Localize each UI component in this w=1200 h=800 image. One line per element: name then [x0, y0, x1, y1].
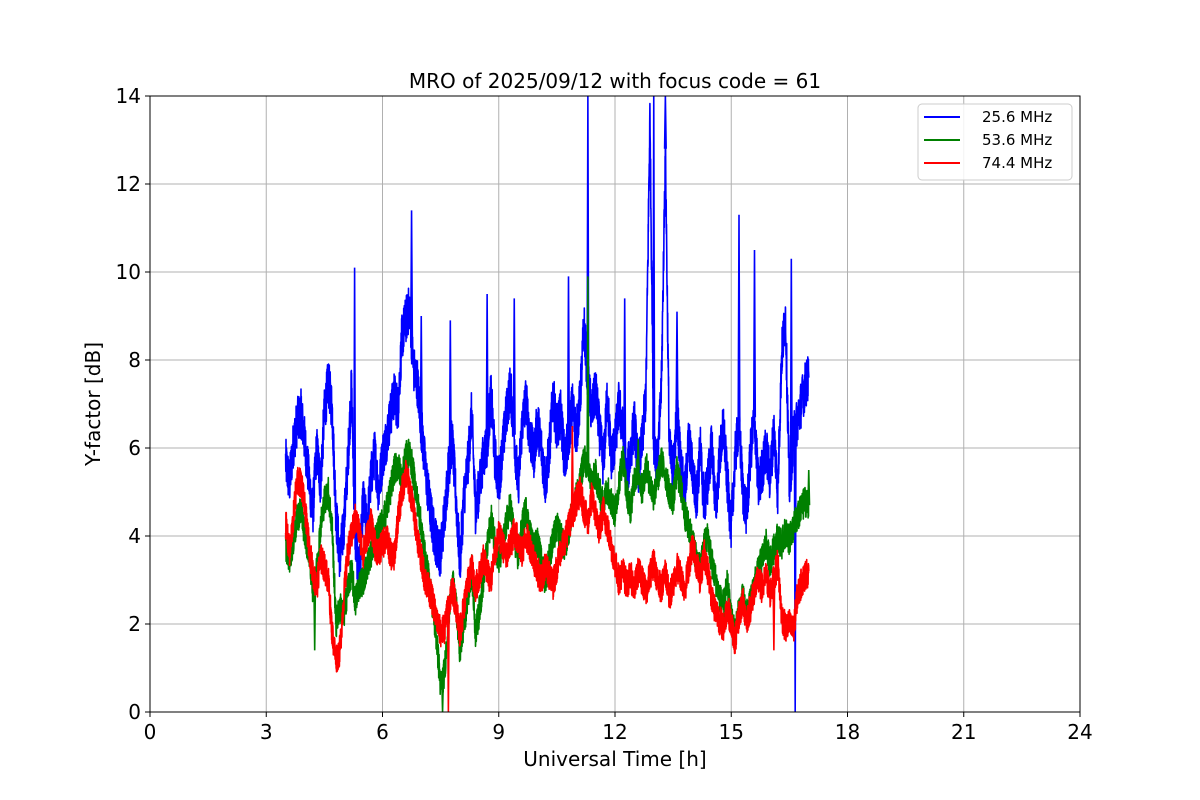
- series-line-25-6: [284, 102, 810, 584]
- series-spike-25-6: [652, 96, 656, 440]
- legend-box: [917, 103, 1073, 181]
- series-layer: [284, 96, 811, 712]
- series-spike-25-6: [737, 214, 741, 422]
- x-tick-label: 6: [376, 720, 389, 744]
- series-spike-53-6: [440, 678, 445, 712]
- y-axis-label: Y-factor [dB]: [81, 342, 105, 467]
- series-spike-53-6: [586, 276, 590, 471]
- y-tick-label: 2: [128, 612, 141, 636]
- legend-label-53-6: 53.6 MHz: [982, 131, 1052, 149]
- y-tick-label: 8: [128, 348, 141, 372]
- x-tick-label: 9: [492, 720, 505, 744]
- series-spike-25-6: [448, 320, 452, 455]
- series-spike-74-4: [446, 606, 450, 712]
- series-spike-25-6: [675, 311, 679, 409]
- y-tick-label: 14: [116, 84, 141, 108]
- y-tick-label: 10: [116, 260, 141, 284]
- series-spike-53-6: [807, 469, 811, 506]
- y-tick-label: 0: [128, 700, 141, 724]
- x-tick-label: 21: [951, 720, 976, 744]
- chart-title: MRO of 2025/09/12 with focus code = 61: [409, 69, 821, 93]
- series-spike-25-6: [752, 249, 757, 418]
- series-spike-53-6: [636, 439, 640, 471]
- series-spike-25-6: [566, 276, 571, 440]
- legend-label-25-6: 25.6 MHz: [982, 108, 1052, 126]
- series-spike-25-6: [512, 298, 516, 435]
- legend: 25.6 MHz 53.6 MHz 74.4 MHz: [917, 103, 1073, 181]
- x-tick-label: 24: [1067, 720, 1092, 744]
- x-tick-label: 18: [835, 720, 860, 744]
- series-line-74-4: [284, 459, 810, 673]
- y-tick-label: 4: [128, 524, 141, 548]
- y-tick-label: 12: [116, 172, 141, 196]
- series-spike-53-6: [404, 443, 408, 457]
- series-spike-25-6: [409, 210, 414, 339]
- series-spike-25-6: [793, 430, 797, 712]
- x-tick-label: 3: [260, 720, 273, 744]
- series-spike-74-4: [772, 579, 776, 651]
- series-spike-25-6: [419, 315, 423, 427]
- x-tick-label: 15: [719, 720, 744, 744]
- series-spike-74-4: [570, 425, 574, 515]
- series-spike-53-6: [313, 579, 317, 651]
- x-tick-label: 12: [602, 720, 627, 744]
- x-axis-label: Universal Time [h]: [523, 747, 706, 771]
- legend-label-74-4: 74.4 MHz: [982, 154, 1052, 172]
- series-spike-25-6: [485, 293, 489, 444]
- series-spike-25-6: [353, 267, 357, 510]
- x-tick-label: 0: [144, 720, 157, 744]
- series-spike-25-6: [663, 96, 667, 149]
- series-spike-25-6: [789, 258, 793, 464]
- series-spike-25-6: [623, 298, 627, 455]
- y-tick-label: 6: [128, 436, 141, 460]
